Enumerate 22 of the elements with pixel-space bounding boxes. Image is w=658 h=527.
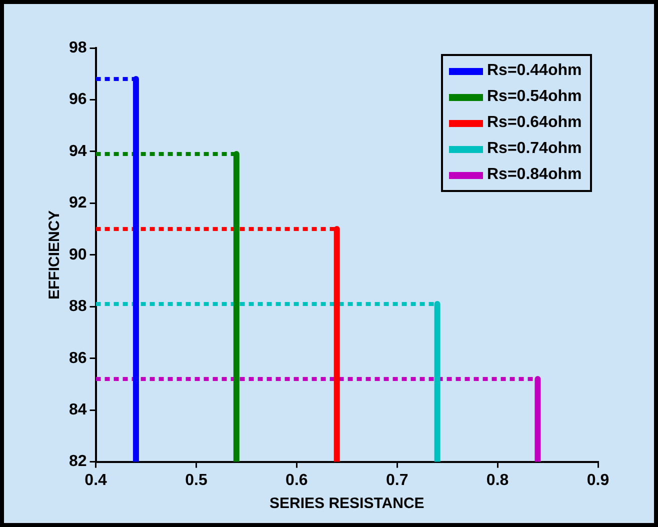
x-tick-label: 0.8 [486, 472, 509, 489]
x-tick-label: 0.7 [386, 472, 408, 489]
legend-label: Rs=0.74ohm [487, 140, 582, 158]
y-tick-label: 84 [69, 401, 87, 418]
legend-label: Rs=0.44ohm [487, 62, 582, 80]
y-tick-label: 92 [69, 194, 87, 212]
y-axis-title: EFFICIENCY [46, 210, 64, 300]
x-tick-label: 0.9 [586, 472, 610, 489]
x-tick-label: 0.4 [84, 472, 108, 489]
x-axis-title: SERIES RESISTANCE [270, 495, 424, 512]
y-tick-label: 86 [69, 350, 87, 367]
x-tick-label: 0.6 [286, 472, 308, 489]
legend-label: Rs=0.54ohm [487, 88, 582, 106]
y-tick-label: 82 [69, 453, 87, 470]
y-tick-label: 88 [69, 298, 87, 316]
y-tick-label: 96 [69, 91, 87, 108]
legend-label: Rs=0.64ohm [487, 114, 582, 132]
x-tick-label: 0.5 [185, 472, 208, 489]
y-tick-label: 98 [69, 39, 87, 56]
y-tick-label: 90 [69, 246, 87, 264]
y-tick-label: 94 [69, 142, 87, 160]
legend-label: Rs=0.84ohm [487, 166, 582, 184]
